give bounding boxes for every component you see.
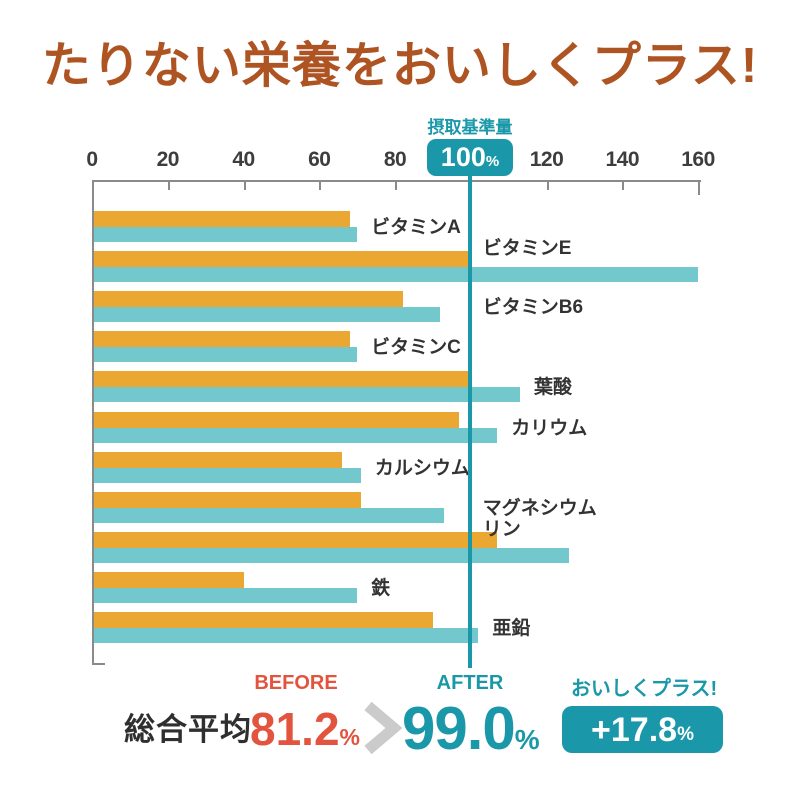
before-value-unit: % — [339, 724, 360, 750]
bar-after-ビタミンB6 — [94, 307, 441, 323]
reference-line — [468, 176, 472, 668]
bar-before-ビタミンE — [94, 251, 471, 268]
bar-label: ビタミンA — [371, 217, 461, 238]
bar-after-カリウム — [94, 427, 498, 443]
intake-standard-value: 100 — [440, 142, 486, 172]
x-axis-tick-label: 40 — [232, 148, 255, 171]
x-axis-tick — [546, 182, 549, 190]
intake-standard-unit: % — [485, 152, 500, 170]
bar-label: 亜鉛 — [492, 618, 531, 639]
before-value: 81.2% — [250, 706, 360, 752]
bar-before-カリウム — [94, 411, 460, 428]
bar-before-葉酸 — [94, 371, 471, 388]
bar-before-ビタミンA — [94, 211, 350, 227]
bar-after-ビタミンE — [94, 267, 698, 283]
x-axis-tick-label: 60 — [308, 148, 331, 171]
x-axis-tick-label: 80 — [383, 148, 407, 171]
plus-badge: +17.8% — [562, 706, 723, 753]
bar-before-ビタミンC — [94, 331, 350, 348]
x-axis-tick-label: 160 — [681, 148, 715, 171]
bar-label: ビタミンE — [482, 238, 572, 260]
x-axis-tick-label: 20 — [156, 148, 180, 171]
summary-label: 総合平均 — [124, 712, 252, 747]
bar-before-鉄 — [94, 571, 244, 588]
bar-after-葉酸 — [94, 387, 520, 403]
bar-after-マグネシウム — [94, 507, 445, 523]
page-title: たりない栄養をおいしくプラス! — [41, 39, 759, 93]
bar-before-ビタミンB6 — [94, 291, 403, 308]
intake-standard-badge: 100% — [427, 139, 513, 176]
x-axis-tick — [319, 182, 322, 190]
chevron-right-icon — [364, 701, 402, 755]
bar-label: ビタミンC — [371, 337, 461, 359]
bar-label: リン — [482, 518, 521, 540]
bar-before-マグネシウム — [94, 491, 361, 508]
bar-after-亜鉛 — [94, 628, 479, 643]
bar-before-リン — [94, 531, 498, 548]
axis-corner-tick — [94, 663, 105, 665]
bar-after-ビタミンC — [94, 347, 358, 363]
bar-after-カルシウム — [94, 467, 361, 483]
bar-label: カルシウム — [374, 457, 470, 479]
before-column-label: BEFORE — [254, 672, 338, 694]
intake-standard-label: 摂取基準量 — [427, 118, 513, 137]
x-axis-tick — [167, 182, 170, 190]
after-value-number: 99.0 — [402, 695, 516, 762]
bar-label: マグネシウム — [482, 497, 597, 519]
after-value-unit: % — [514, 724, 540, 755]
after-column-label: AFTER — [436, 672, 504, 694]
x-axis-tick-label: 140 — [605, 148, 640, 171]
plus-column-label: おいしくプラス! — [570, 678, 718, 700]
x-axis-tick — [622, 182, 625, 190]
x-axis-tick — [243, 182, 246, 190]
bar-after-ビタミンA — [94, 227, 358, 242]
before-value-number: 81.2 — [250, 703, 340, 755]
bar-label: ビタミンB6 — [482, 297, 584, 319]
x-axis-labels: 0 20 40 60 80 120 140 160 — [0, 148, 800, 174]
plot-area: ビタミンA ビタミンE ビタミンB6 ビタミンC 葉酸カリウムカルシウム マグネシウム リン… — [92, 180, 701, 665]
after-value: 99.0% — [402, 699, 540, 759]
x-axis-tick-label: 0 — [86, 148, 98, 171]
plus-value-unit: % — [677, 724, 694, 745]
bar-after-鉄 — [94, 587, 358, 603]
plus-value-number: +17.8 — [591, 710, 678, 749]
bar-before-カルシウム — [94, 451, 342, 468]
bar-before-亜鉛 — [94, 612, 433, 628]
x-axis-tick — [698, 182, 700, 195]
x-axis-tick-label: 120 — [529, 148, 564, 171]
bar-after-リン — [94, 547, 570, 563]
bar-label: 葉酸 — [533, 377, 572, 399]
bar-label: 鉄 — [371, 577, 391, 599]
x-axis-tick — [395, 182, 397, 190]
bar-label: カリウム — [511, 417, 588, 439]
